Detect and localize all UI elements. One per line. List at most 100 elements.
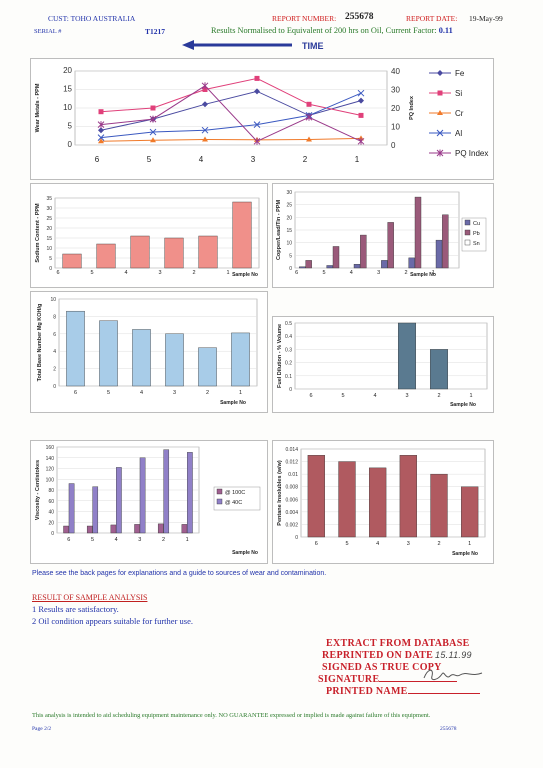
stamp-line-1: EXTRACT FROM DATABASE	[326, 638, 470, 649]
legend-label: @ 100C	[225, 490, 245, 496]
report-number: 255678	[345, 12, 374, 22]
legend-label: @ 40C	[225, 500, 242, 506]
bar	[198, 235, 218, 269]
current-factor: 0.11	[438, 26, 453, 35]
page-number: Page 2/2	[32, 726, 52, 732]
customer-name: CUST: TOHO AUSTRALIA	[48, 14, 136, 23]
y-tick-label: 0.2	[285, 361, 292, 367]
viscosity-chart: 160 140 120 100 80 60 40 20 0 Viscosity - Centist…	[35, 445, 261, 556]
plot-area	[58, 298, 258, 387]
bar	[338, 461, 356, 538]
marker	[98, 138, 104, 144]
x-tick-label: 6	[74, 390, 77, 396]
back-pages-note: Please see the back pages for explanatio…	[32, 570, 327, 577]
y-tick-label: 0	[68, 140, 73, 149]
bar	[99, 320, 118, 387]
y-tick-label: 0	[53, 384, 56, 390]
legend-swatch	[464, 219, 471, 226]
pentane-chart: 0.014 0.012 0.01 0.008 0.006 0.004 0.002 0 Penta…	[277, 447, 486, 557]
normalised-text: Results Normalised to Equivalent of 200 …	[211, 26, 453, 35]
x-axis-label: Sample No	[232, 550, 258, 556]
disclaimer: This analysis is intended to aid schedul…	[32, 712, 431, 719]
x-tick-label: 5	[90, 270, 93, 276]
x-tick-label: 3	[407, 541, 410, 547]
y2-tick-label: 20	[391, 104, 400, 113]
y-axis-label: Copper/Lead/Tin - PPM	[276, 200, 282, 261]
x-tick-label: 2	[437, 393, 440, 399]
bar	[381, 260, 388, 269]
marker	[358, 112, 364, 118]
y-tick-label: 0.4	[285, 334, 292, 340]
marker	[358, 97, 364, 104]
y-tick-label: 10	[286, 241, 292, 247]
x-tick-label: 5	[345, 541, 348, 547]
y-tick-label: 0.002	[285, 522, 298, 528]
marker	[202, 136, 208, 142]
y-tick-label: 5	[68, 122, 73, 131]
marker	[436, 129, 444, 137]
bar	[63, 525, 69, 534]
y2-axis-label: PQ Index	[409, 95, 415, 120]
bar	[139, 457, 146, 534]
x-tick-label: 2	[162, 537, 165, 543]
bar	[429, 349, 448, 390]
y-tick-label: 15	[63, 85, 72, 94]
marker	[437, 110, 443, 115]
y2-tick-label: 30	[391, 86, 400, 95]
bar	[430, 473, 448, 538]
x-tick-label: 3	[377, 270, 380, 276]
y-tick-label: 0.004	[285, 510, 298, 516]
bar	[157, 523, 164, 534]
y-axis-label: Sodium Content - PPM	[35, 203, 41, 263]
x-tick-label: 6	[56, 270, 59, 276]
bar	[68, 483, 75, 534]
y-axis-label: Pentane Insolubles (w/w)	[277, 460, 283, 526]
footer-ref: 255678	[440, 726, 457, 732]
legend-label: Sn	[473, 241, 480, 247]
bar	[399, 455, 417, 538]
y-tick-label: 0	[289, 266, 292, 272]
report-date-label: REPORT DATE:	[406, 14, 458, 23]
time-label: TIME	[302, 41, 324, 51]
bar	[326, 265, 333, 269]
y-tick-label: 8	[53, 314, 56, 320]
x-tick-label: 3	[405, 393, 408, 399]
y-tick-label: 10	[46, 246, 52, 252]
x-axis-label: Sample No	[220, 400, 246, 406]
legend-label: Pb	[473, 231, 480, 237]
series-line	[100, 77, 362, 116]
y-tick-label: 15	[46, 236, 52, 242]
x-tick-label: 3	[173, 390, 176, 396]
x-tick-label: 4	[376, 541, 379, 547]
y-tick-label: 0.01	[288, 472, 298, 478]
bar	[442, 214, 449, 269]
legend-swatch	[464, 229, 471, 236]
y2-tick-label: 10	[391, 123, 400, 132]
y-tick-label: 0.006	[285, 497, 298, 503]
stamp-line-5: PRINTED NAME	[326, 686, 480, 697]
y-tick-label: 0.014	[285, 447, 298, 453]
series-line	[100, 85, 362, 142]
marker	[437, 90, 443, 96]
x-tick-label: 2	[206, 390, 209, 396]
serial-value: T1217	[145, 27, 166, 36]
viscosity-panel: 160 140 120 100 80 60 40 20 0 Viscosity - Centist…	[30, 440, 268, 564]
y-tick-label: 100	[46, 477, 55, 483]
x-tick-label: 6	[309, 393, 312, 399]
bar	[187, 452, 193, 534]
bar	[164, 237, 184, 269]
x-tick-label: 3	[251, 155, 256, 164]
x-axis-label: Sample No	[450, 402, 476, 408]
x-tick-label: 4	[373, 393, 376, 399]
bar	[231, 332, 250, 387]
marker	[202, 87, 208, 92]
marker	[306, 136, 312, 142]
marker	[149, 128, 157, 136]
y-tick-label: 0.3	[285, 347, 292, 353]
y-tick-label: 20	[286, 215, 292, 221]
marker	[254, 75, 260, 81]
y-tick-label: 35	[46, 196, 52, 202]
bar	[62, 253, 82, 269]
marker	[357, 89, 365, 97]
